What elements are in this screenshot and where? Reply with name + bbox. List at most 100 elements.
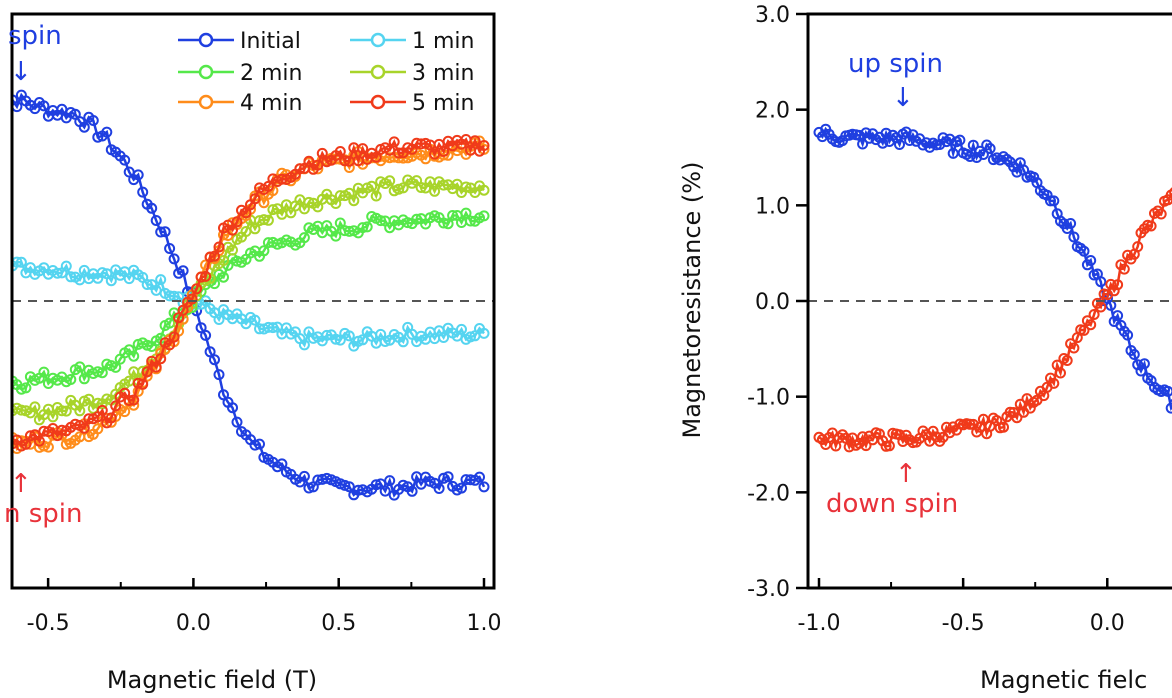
data-point [38,100,50,112]
legend-label: 2 min [240,61,302,86]
data-point [150,215,162,226]
y-tick-label: -1.0 [747,386,790,411]
data-point [1065,218,1077,229]
data-point [1162,385,1172,397]
x-tick-label: 0.0 [1090,611,1125,636]
data-point [141,339,153,351]
data-point [298,339,310,351]
x-tick-label: 0.0 [176,611,211,636]
data-point [78,422,90,434]
legend-swatch-marker [198,64,214,80]
data-point [1095,276,1107,288]
data-point [379,485,391,497]
data-point [155,353,167,365]
legend-label: 5 min [412,91,474,116]
data-point [438,179,450,191]
series-initial [12,89,490,501]
data-point [474,471,485,483]
data-point [860,127,872,139]
data-point [361,221,373,233]
data-point [204,346,216,358]
x-tick-label: 0.5 [321,611,356,636]
y-tick-label: 2.0 [755,99,790,124]
data-point [155,226,167,238]
data-point [904,135,916,146]
data-point [1118,263,1130,275]
data-point [15,256,27,268]
data-point [141,279,153,290]
data-point [1162,194,1172,206]
data-point [857,138,869,150]
data-point [478,140,490,151]
data-point [478,481,490,493]
data-point [330,198,342,209]
data-point [276,458,288,470]
legend-label: 1 min [412,29,474,54]
data-point [218,271,229,283]
data-point [894,139,905,150]
data-point [303,196,315,208]
x-tick-label: -1.0 [798,611,841,636]
data-point [249,193,261,205]
data-point [186,293,198,305]
data-point [947,147,959,159]
data-point [51,267,63,279]
data-point [298,232,310,244]
data-point [101,393,113,405]
data-point [128,394,140,406]
data-point [1105,299,1117,311]
data-point [312,159,324,171]
data-point [227,402,238,414]
data-point [60,260,72,272]
y-tick-label: -2.0 [747,481,790,506]
left-up-spin-label: spin [8,21,62,51]
data-point [204,251,216,263]
data-point [200,270,212,282]
data-point [20,438,32,450]
right-up-spin-label: up spin [848,49,943,79]
y-tick-label: 1.0 [755,194,790,219]
data-point [1061,355,1073,366]
data-point [469,135,481,147]
data-point [303,482,315,494]
data-point [128,350,140,362]
data-point [209,354,220,366]
left-plot-area [12,89,490,501]
left-down-spin-arrow: ↑ [10,469,32,499]
data-point [478,210,490,222]
right-x-axis-title: Magnetic fielc [980,666,1147,694]
data-point [1132,241,1144,253]
data-point [123,395,135,406]
data-point [137,378,149,390]
data-point [339,479,351,491]
data-point [227,224,238,236]
right-y-axis-title: Magnetoresistance (%) [678,162,706,439]
data-point [303,155,315,167]
data-point [258,214,270,226]
data-point [258,197,270,209]
data-point [141,366,153,378]
data-point [339,155,351,167]
data-point [123,273,135,285]
left-up-spin-arrow: ↓ [10,57,32,87]
data-point [375,215,387,227]
data-point [168,253,180,265]
data-point [384,175,396,187]
data-point [927,425,939,437]
data-point [442,218,454,230]
data-point [478,327,490,339]
data-point [334,146,346,157]
data-point [357,143,369,155]
data-point [456,482,467,494]
data-point [438,145,450,157]
data-point [213,369,225,381]
data-point [132,169,144,181]
data-point [1088,309,1100,320]
data-point [384,475,396,487]
series-line [12,137,485,448]
data-point [294,163,306,175]
legend-swatch-marker [370,32,386,48]
y-tick-label: -3.0 [747,577,790,602]
data-point [460,181,472,193]
data-point [1068,231,1080,243]
